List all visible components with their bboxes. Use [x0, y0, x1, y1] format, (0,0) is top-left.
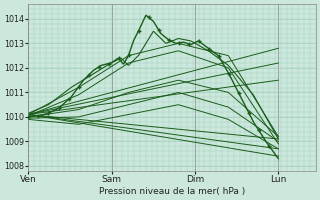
X-axis label: Pression niveau de la mer( hPa ): Pression niveau de la mer( hPa ) — [99, 187, 245, 196]
